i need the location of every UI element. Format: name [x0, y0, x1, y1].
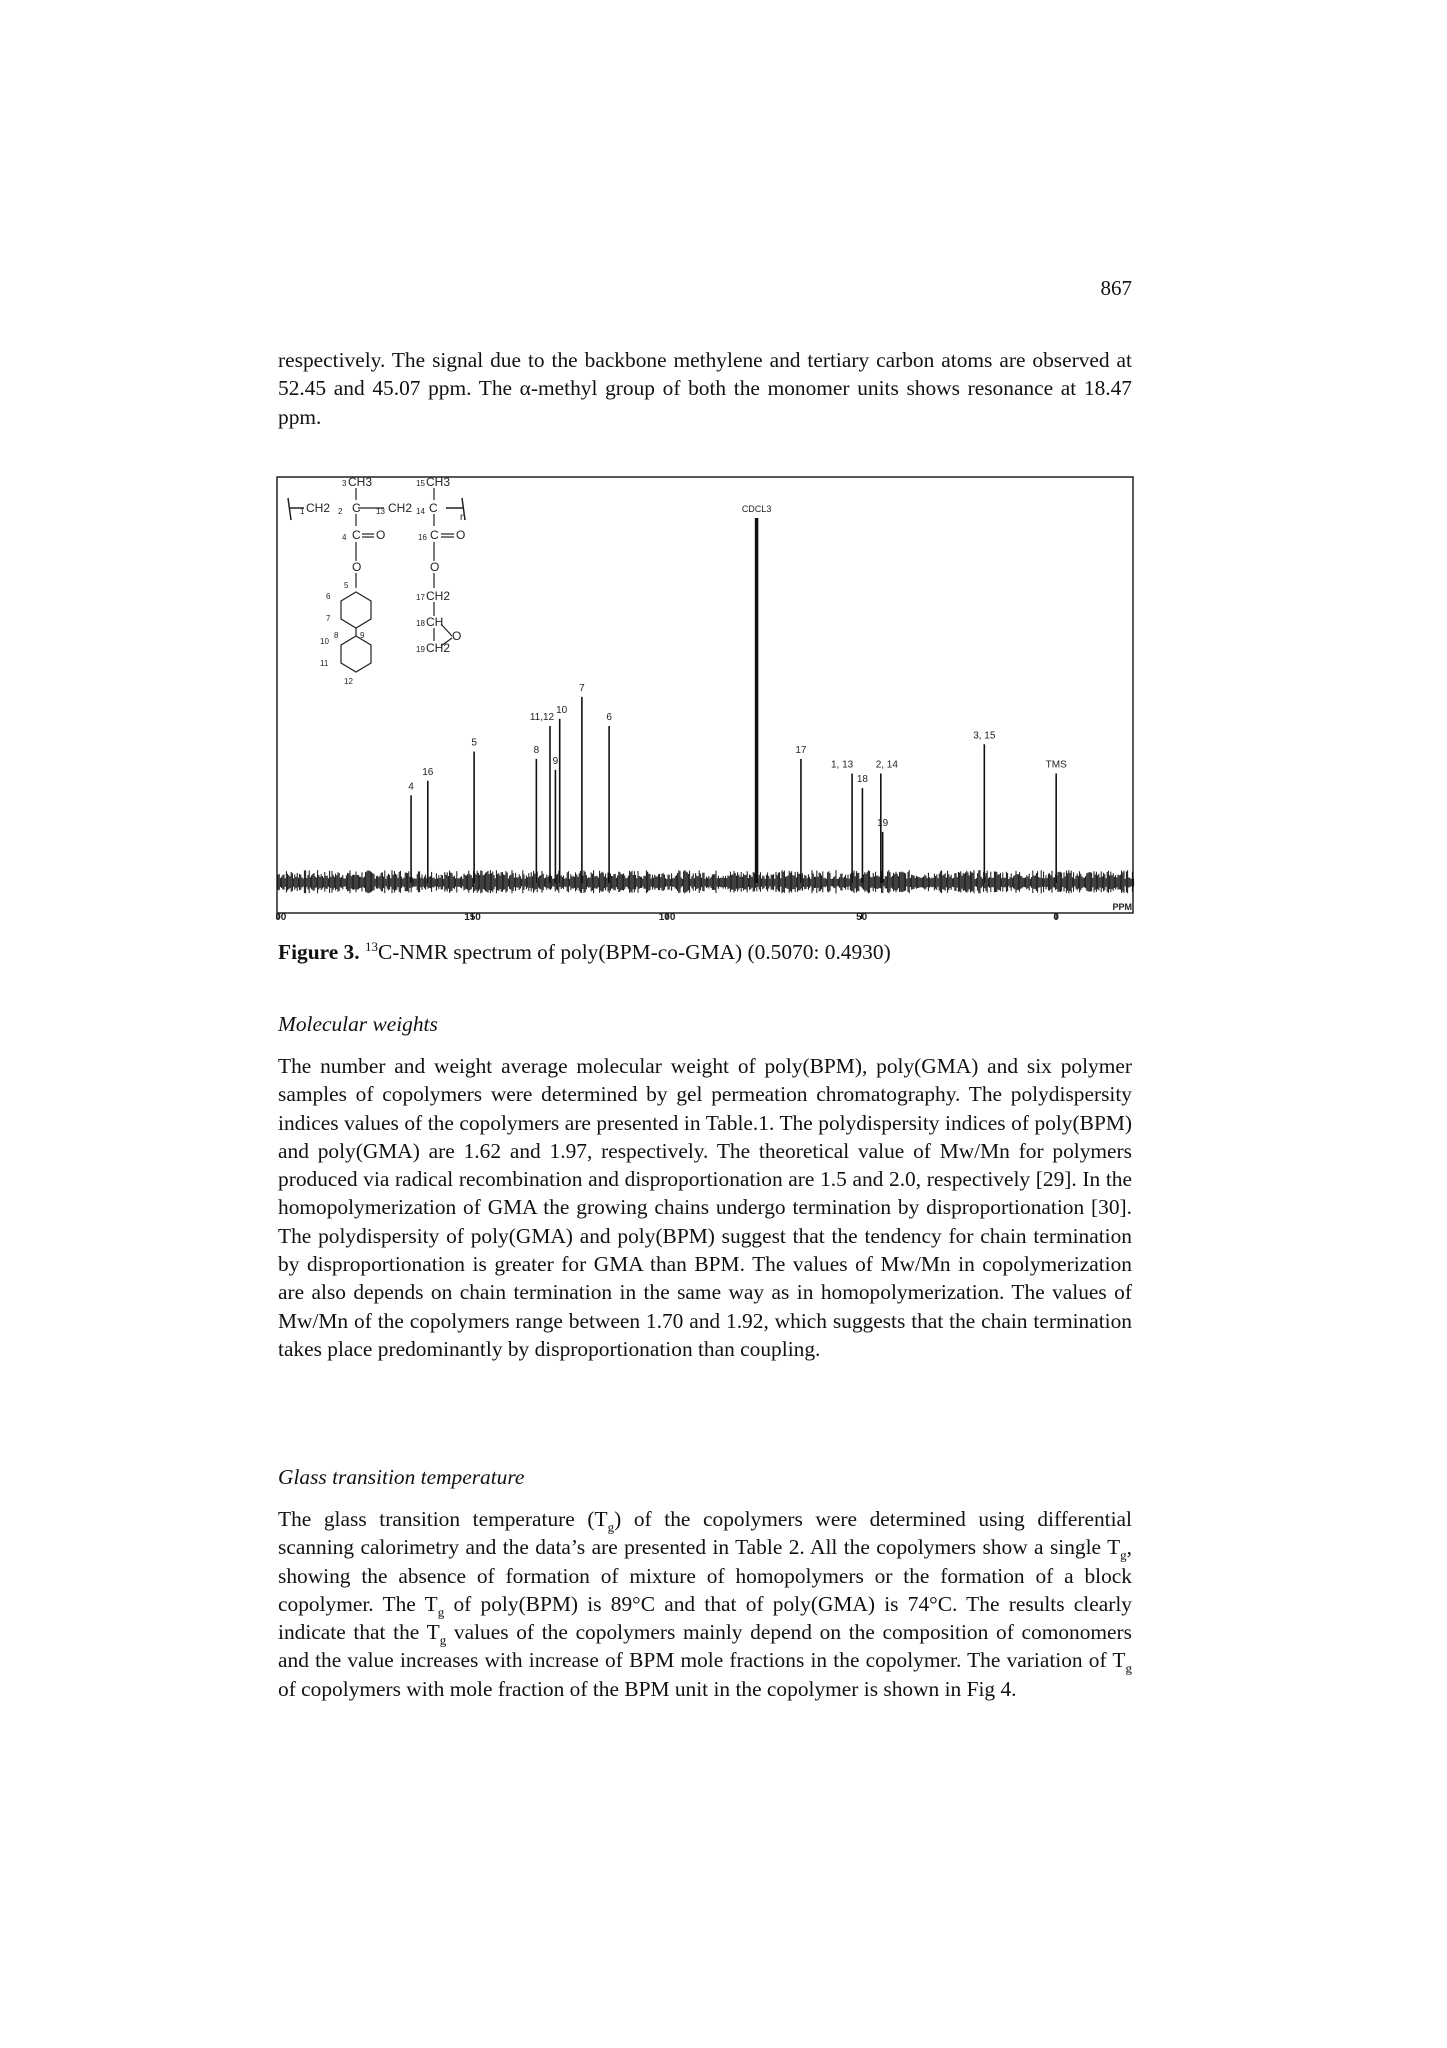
- tg-subscript-4: g: [439, 1632, 447, 1648]
- c-label-4: C: [430, 528, 439, 542]
- x-tick-label-2: 150: [464, 912, 481, 921]
- peak-label-9: 6: [606, 712, 612, 723]
- o-label-4: O: [430, 560, 439, 574]
- x-axis: 200 150 100 50 0 PPM: [276, 902, 1132, 921]
- tg-text-6: of copolymers with mole fraction of the …: [278, 1676, 1017, 1701]
- paragraph-molecular-weights: The number and weight average molecular …: [278, 1054, 1132, 1361]
- paragraph-glass-transition: The glass transition temperature (Tg) of…: [278, 1505, 1132, 1703]
- figure-caption-label: Figure 3.: [278, 940, 360, 964]
- peak-label-1: 4: [408, 781, 414, 792]
- peak-label-12: 1, 13: [831, 760, 854, 771]
- x-tick-label-5: 0: [1053, 912, 1059, 921]
- peak-label-10: CDCL3: [742, 504, 772, 514]
- baseline-noise: [277, 870, 1135, 894]
- tg-subscript-2: g: [1120, 1547, 1127, 1563]
- peak-label-7: 10: [556, 705, 568, 716]
- figure-caption: Figure 3. 13C-NMR spectrum of poly(BPM-c…: [278, 940, 891, 965]
- atom-number-7: 7: [326, 614, 331, 623]
- tg-text-1: The glass transition temperature (T: [278, 1507, 608, 1531]
- baseline-noise-trace: [277, 870, 1135, 894]
- atom-number-19: 19: [416, 645, 425, 654]
- chemical-structure: CH3 CH3 CH2 C CH2 C n C O C O O O CH2 CH…: [287, 476, 466, 686]
- peak-label-14: 2, 14: [876, 760, 899, 771]
- ch2-epoxide-label: CH2: [426, 641, 450, 655]
- tg-text-4: of poly(BPM) is 89°C and that of poly(GM…: [278, 1591, 1132, 1645]
- tg-subscript-3: g: [437, 1604, 445, 1620]
- atom-number-13: 13: [376, 507, 385, 516]
- n-subscript-label: n: [460, 512, 466, 523]
- atom-number-6: 6: [326, 592, 331, 601]
- atom-number-16: 16: [418, 533, 427, 542]
- ch2-label-1: CH2: [306, 501, 330, 515]
- atom-number-1: 1: [300, 507, 305, 516]
- atom-number-2: 2: [338, 507, 343, 516]
- peak-label-6: 9: [553, 756, 559, 767]
- plot-frame: [276, 476, 1134, 914]
- peak-label-16: 3, 15: [973, 730, 996, 741]
- o-label-1: O: [376, 528, 385, 542]
- o-label-3: O: [352, 560, 361, 574]
- tg-text-3: , showing the absence of formation of mi…: [278, 1535, 1132, 1616]
- section-heading-glass-transition: Glass transition temperature: [278, 1465, 525, 1489]
- peak-label-5: 11,12: [530, 712, 555, 723]
- o-label-5: O: [452, 629, 461, 643]
- atom-number-8: 8: [334, 631, 339, 640]
- o-label-2: O: [456, 528, 465, 542]
- atom-number-9: 9: [360, 631, 365, 640]
- x-tick-label-3: 100: [659, 912, 676, 921]
- peak-label-4: 8: [534, 745, 540, 756]
- atom-number-17: 17: [416, 593, 425, 602]
- atom-number-11: 11: [320, 659, 329, 668]
- intro-paragraph: respectively. The signal due to the back…: [278, 348, 1132, 429]
- peak-label-3: 5: [471, 738, 477, 749]
- atom-number-12: 12: [344, 677, 353, 686]
- section-heading-molecular-weights: Molecular weights: [278, 1012, 438, 1036]
- ch-label: CH: [426, 615, 443, 629]
- ch2-label-3: CH2: [426, 589, 450, 603]
- peak-label-2: 16: [422, 767, 434, 778]
- peak-label-15: 19: [877, 818, 889, 829]
- atom-number-15: 15: [416, 479, 425, 488]
- atom-number-14: 14: [416, 507, 425, 516]
- page-number: 867: [1100, 276, 1133, 300]
- atom-number-18: 18: [416, 619, 425, 628]
- atom-number-4: 4: [342, 533, 347, 542]
- peak-label-17: TMS: [1046, 760, 1067, 771]
- atom-number-10: 10: [320, 637, 329, 646]
- c-label-1: C: [352, 501, 361, 515]
- nmr-spectrum-figure: CH3 CH3 CH2 C CH2 C n C O C O O O CH2 CH…: [276, 476, 1135, 921]
- ch2-label-2: CH2: [388, 501, 412, 515]
- tg-subscript-1: g: [607, 1519, 615, 1535]
- figure-caption-superscript: 13: [364, 938, 378, 954]
- ch3-right-label: CH3: [426, 476, 450, 489]
- x-tick-label-4: 50: [856, 912, 868, 921]
- ch3-left-label: CH3: [348, 476, 372, 489]
- tg-subscript-5: g: [1125, 1660, 1133, 1676]
- x-tick-label-1: 200: [276, 912, 287, 921]
- atom-number-5: 5: [344, 581, 349, 590]
- peak-label-11: 17: [795, 745, 807, 756]
- c-label-3: C: [352, 528, 361, 542]
- c-label-2: C: [429, 501, 438, 515]
- peak-label-13: 18: [857, 774, 869, 785]
- tg-text-2: ) of the copolymers were determined usin…: [278, 1507, 1132, 1560]
- x-unit-label: PPM: [1112, 902, 1132, 912]
- tg-text-5: values of the copolymers mainly depend o…: [278, 1620, 1133, 1673]
- figure-caption-text: C-NMR spectrum of poly(BPM-co-GMA) (0.50…: [377, 940, 891, 964]
- peak-label-8: 7: [579, 683, 585, 694]
- atom-number-3: 3: [342, 479, 347, 488]
